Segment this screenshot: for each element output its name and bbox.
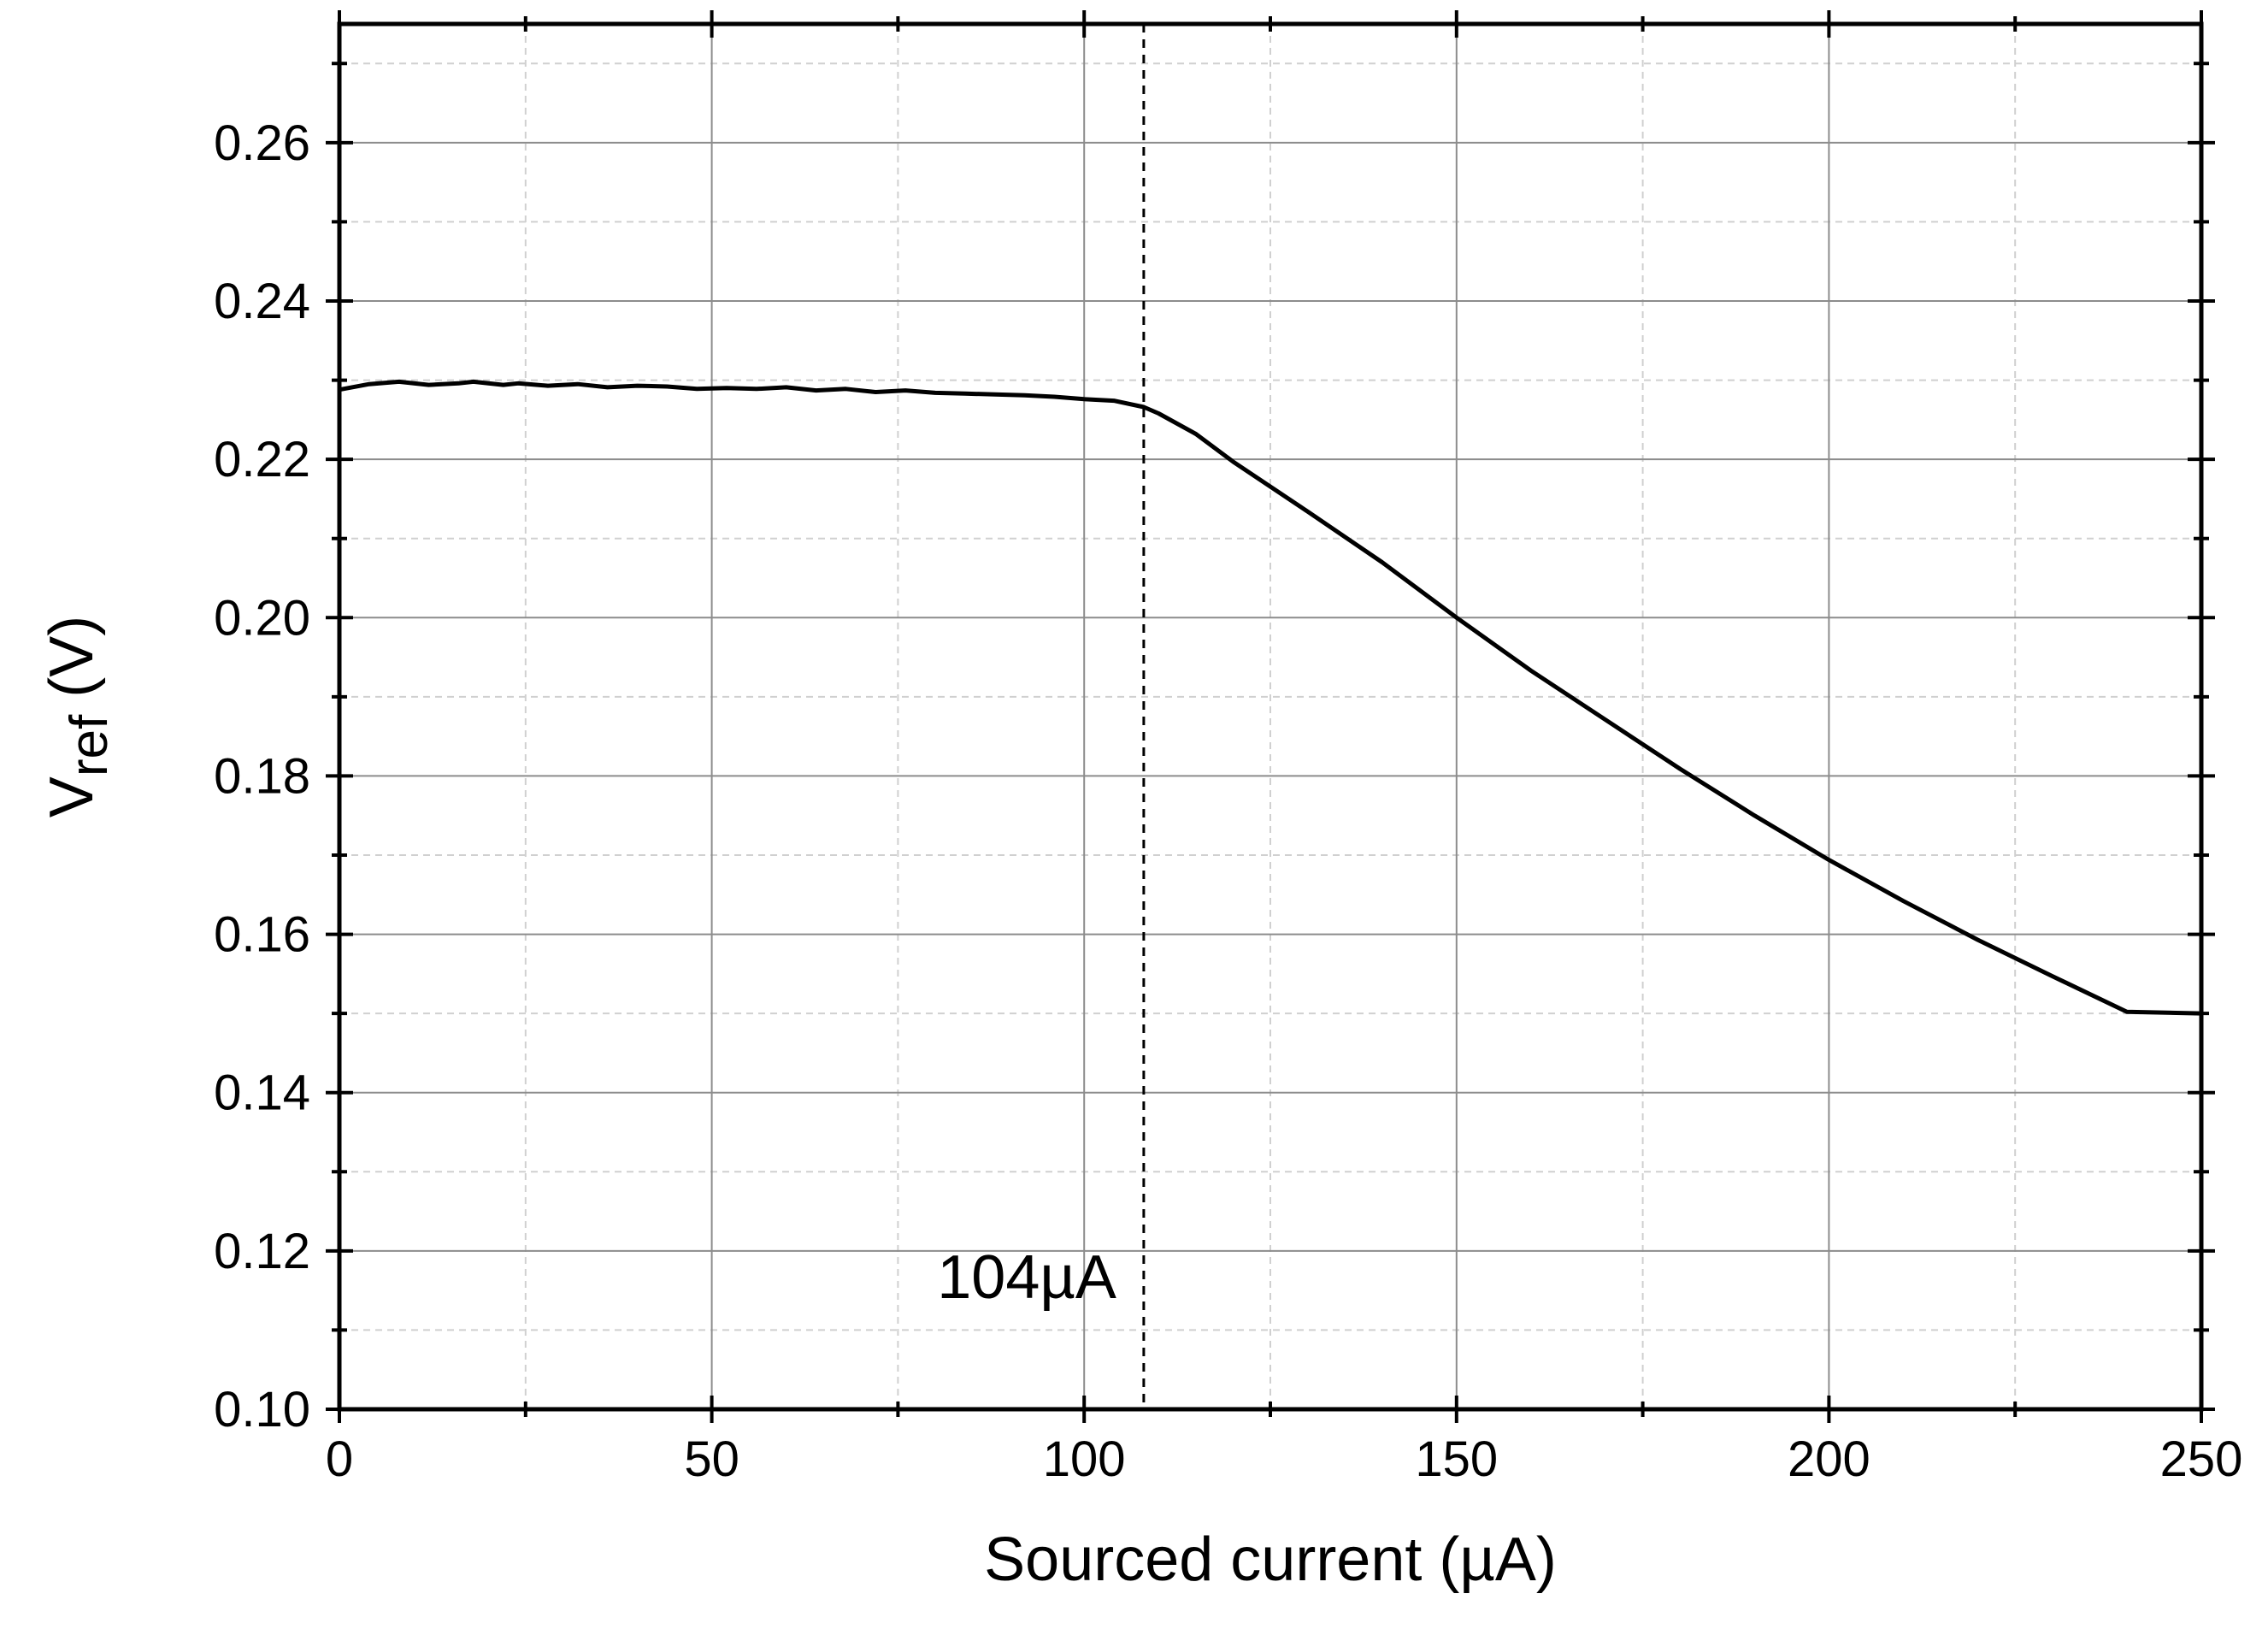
y-axis-title: Vref (V) (38, 616, 119, 817)
series-line-0 (339, 379, 2202, 1016)
y-tick-label-3: 0.16 (214, 907, 310, 963)
x-tick-label-1: 50 (684, 1431, 739, 1487)
y-tick-label-2: 0.14 (214, 1065, 310, 1121)
y-tick-label-7: 0.24 (214, 274, 310, 329)
x-tick-label-3: 150 (1415, 1431, 1498, 1487)
y-tick-label-6: 0.22 (214, 432, 310, 487)
y-tick-label-8: 0.26 (214, 115, 310, 171)
y-tick-label-1: 0.12 (214, 1224, 310, 1279)
x-tick-label-5: 250 (2160, 1431, 2243, 1487)
grid (339, 24, 2202, 1410)
y-tick-label-4: 0.18 (214, 748, 310, 804)
x-tick-label-4: 200 (1788, 1431, 1870, 1487)
y-axis-title-main: V (38, 776, 106, 817)
ticks (326, 10, 2215, 1423)
y-tick-label-0: 0.10 (214, 1382, 310, 1437)
y-tick-label-5: 0.20 (214, 590, 310, 646)
x-tick-label-0: 0 (326, 1431, 353, 1487)
tick-labels: 0 50 100 150 200 250 0.10 0.12 0.14 0.16 0.18 0.20 0… (214, 115, 2242, 1487)
threshold-annotation: 104µA (937, 1243, 1116, 1312)
y-axis-title-subscript: ref (60, 714, 119, 776)
x-axis-title: Sourced current (µA) (984, 1526, 1557, 1594)
x-tick-label-2: 100 (1043, 1431, 1126, 1487)
y-axis-title-unit: (V) (38, 616, 106, 715)
series-layer (339, 379, 2202, 1016)
